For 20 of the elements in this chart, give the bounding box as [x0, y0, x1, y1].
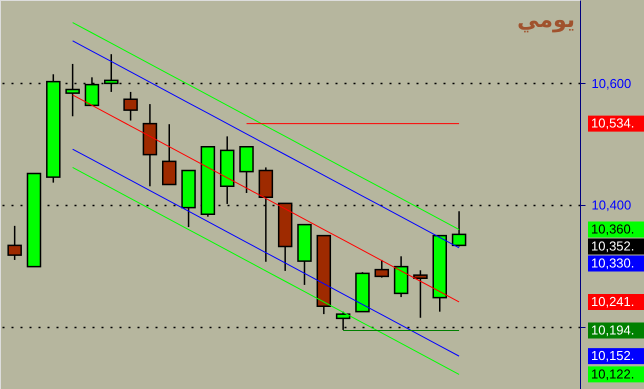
line-series [72, 166, 460, 375]
text: يومي [517, 8, 575, 33]
text: 10,241. [591, 294, 634, 309]
line-series [72, 40, 460, 248]
text: 10,534. [591, 116, 634, 131]
candlestick [162, 123, 176, 186]
candlestick [7, 225, 22, 261]
candlestick [123, 91, 138, 122]
candlestick [413, 270, 428, 319]
text: 10,330. [591, 256, 634, 271]
y-tick-label: 10,400 [592, 198, 632, 213]
line-series [72, 22, 460, 230]
text: 10,152. [591, 348, 634, 364]
line-series [72, 148, 460, 357]
text: 10,194. [591, 322, 634, 338]
text: 10,360. [591, 222, 634, 237]
candlestick [374, 259, 390, 278]
text: 10,122. [591, 366, 634, 382]
y-tick-label: 10,600 [592, 76, 632, 91]
text: 10,352. [591, 238, 634, 254]
